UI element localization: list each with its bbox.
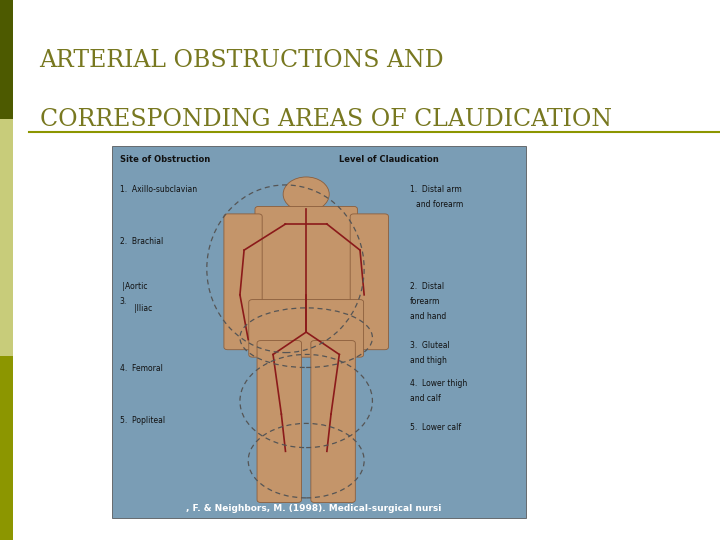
Text: 1.  Axillo-subclavian: 1. Axillo-subclavian <box>120 185 197 194</box>
Text: 3.  Gluteal: 3. Gluteal <box>410 341 449 350</box>
Text: 1.  Distal arm: 1. Distal arm <box>410 185 462 194</box>
Text: and hand: and hand <box>410 312 446 321</box>
Text: and thigh: and thigh <box>410 356 446 366</box>
FancyBboxPatch shape <box>249 300 364 357</box>
Circle shape <box>283 177 329 212</box>
FancyBboxPatch shape <box>224 214 262 350</box>
Bar <box>0 0 13 119</box>
Text: 3.: 3. <box>120 296 127 306</box>
Text: 2.  Brachial: 2. Brachial <box>120 237 163 246</box>
FancyBboxPatch shape <box>311 341 355 502</box>
Text: |Aortic: |Aortic <box>120 282 148 291</box>
FancyBboxPatch shape <box>257 341 302 502</box>
FancyBboxPatch shape <box>255 206 357 313</box>
Bar <box>112 146 526 518</box>
Text: and forearm: and forearm <box>416 200 463 209</box>
Text: ARTERIAL OBSTRUCTIONS AND: ARTERIAL OBSTRUCTIONS AND <box>40 49 444 72</box>
Text: 5.  Lower calf: 5. Lower calf <box>410 423 461 433</box>
FancyBboxPatch shape <box>350 214 389 350</box>
Text: Level of Claudication: Level of Claudication <box>339 155 439 164</box>
Text: |Iliac: |Iliac <box>135 304 153 313</box>
Text: Site of Obstruction: Site of Obstruction <box>120 155 210 164</box>
Bar <box>0 119 13 356</box>
Text: 4.  Femoral: 4. Femoral <box>120 364 163 373</box>
Text: 4.  Lower thigh: 4. Lower thigh <box>410 379 467 388</box>
Text: CORRESPONDING AREAS OF CLAUDICATION: CORRESPONDING AREAS OF CLAUDICATION <box>40 108 611 131</box>
Text: forearm: forearm <box>410 296 440 306</box>
Text: , F. & Neighbors, M. (1998). Medical-surgical nursi: , F. & Neighbors, M. (1998). Medical-sur… <box>186 504 441 513</box>
Text: 5.  Popliteal: 5. Popliteal <box>120 416 165 425</box>
Bar <box>0 356 13 540</box>
Bar <box>296 196 317 215</box>
Text: 2.  Distal: 2. Distal <box>410 282 444 291</box>
Text: and calf: and calf <box>410 394 441 403</box>
